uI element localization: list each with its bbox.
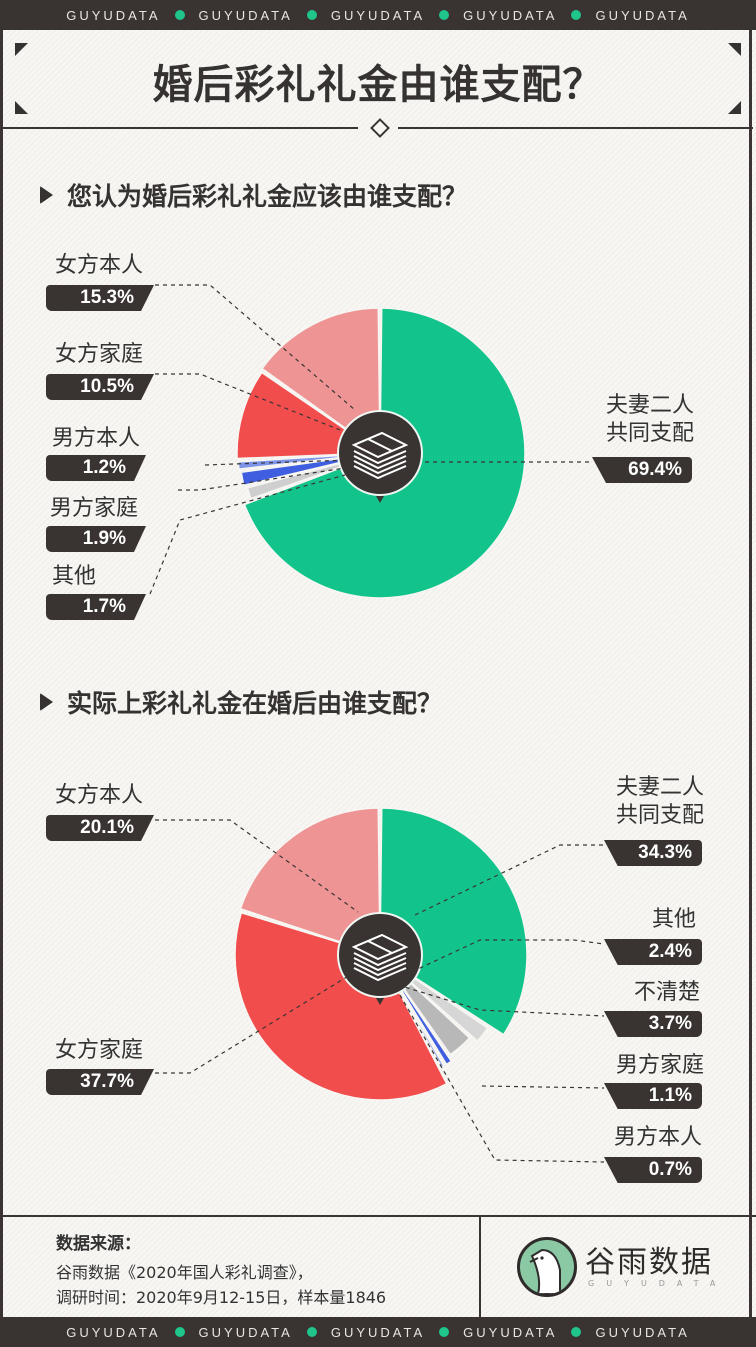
chart1-label-couple-line1: 夫妻二人 <box>605 393 694 418</box>
band-brand-text: GUYUDATA <box>198 1324 293 1340</box>
chart1-label-couple: 夫妻二人 共同支配 <box>590 392 694 448</box>
band-dot-icon <box>306 1327 317 1337</box>
chart1-value-female-family: 10.5% <box>46 374 154 400</box>
chart1-label-male-self: 男方本人 <box>52 426 141 451</box>
band-brand-text: GUYUDATA <box>66 1324 161 1340</box>
chart2-value-other: 2.4% <box>604 939 702 965</box>
top-brand-band: GUYUDATA GUYUDATA GUYUDATA GUYUDATA GUYUDATA <box>0 0 756 30</box>
chart2-value-male-self: 0.7% <box>604 1157 702 1183</box>
chart1-value-male-self: 1.2% <box>46 455 146 481</box>
bird-logo-icon <box>517 1237 577 1297</box>
brand-subtitle: GUYUDATA <box>588 1279 728 1288</box>
band-brand-text: GUYUDATA <box>463 7 558 23</box>
play-triangle-icon <box>40 693 53 711</box>
chart2-label-female-self: 女方本人 <box>55 783 144 808</box>
band-dot-icon <box>571 1327 582 1337</box>
chart2-value-unclear: 3.7% <box>604 1011 702 1037</box>
band-brand-text: GUYUDATA <box>595 7 690 23</box>
source-line-2: 调研时间：2020年9月12-15日，样本量1846 <box>56 1288 387 1307</box>
chart2-label-couple-line1: 夫妻二人 <box>615 775 704 800</box>
band-dot-icon <box>174 1327 185 1337</box>
chart2-label-couple-line2: 共同支配 <box>615 803 704 828</box>
chart2-value-female-family: 37.7% <box>46 1069 154 1095</box>
band-brand-text: GUYUDATA <box>198 7 293 23</box>
page-title: 婚后彩礼礼金由谁支配？ <box>152 62 604 108</box>
footer-source-panel: 数据来源： 谷雨数据《2020年国人彩礼调查》， 调研时间：2020年9月12-… <box>0 1215 756 1317</box>
chart1-value-male-family: 1.9% <box>46 526 146 552</box>
chart2-label-other: 其他 <box>651 907 696 932</box>
question-1-heading: 您认为婚后彩礼礼金应该由谁支配？ <box>40 177 467 213</box>
chart2-value-female-self: 20.1% <box>46 815 154 841</box>
page-frame <box>0 30 752 1317</box>
band-brand-text: GUYUDATA <box>66 7 161 23</box>
brand-name: 谷雨数据 <box>585 1245 713 1280</box>
question-2-heading: 实际上彩礼礼金在婚后由谁支配？ <box>40 684 442 720</box>
band-brand-text: GUYUDATA <box>463 1324 558 1340</box>
question-1-text: 您认为婚后彩礼礼金应该由谁支配？ <box>67 182 468 211</box>
footer-divider <box>479 1217 481 1317</box>
bottom-brand-band: GUYUDATA GUYUDATA GUYUDATA GUYUDATA GUYUDATA <box>0 1317 756 1347</box>
source-title: 数据来源： <box>56 1234 141 1254</box>
chart2-label-male-family: 男方家庭 <box>615 1053 704 1078</box>
chart1-label-female-family: 女方家庭 <box>55 342 144 367</box>
chart1-label-female-self: 女方本人 <box>55 253 144 278</box>
chart1-label-couple-line2: 共同支配 <box>605 421 694 446</box>
chart2-label-male-self: 男方本人 <box>613 1125 702 1150</box>
chart1-value-female-self: 15.3% <box>46 285 154 311</box>
chart2-label-unclear: 不清楚 <box>633 980 700 1005</box>
band-brand-text: GUYUDATA <box>330 1324 426 1340</box>
question-2-text: 实际上彩礼礼金在婚后由谁支配？ <box>67 689 443 718</box>
band-dot-icon <box>174 10 185 20</box>
band-dot-icon <box>439 1327 450 1337</box>
chart2-value-male-family: 1.1% <box>604 1083 702 1109</box>
chart2-label-female-family: 女方家庭 <box>55 1038 144 1063</box>
source-line-1: 谷雨数据《2020年国人彩礼调查》， <box>56 1263 313 1282</box>
play-triangle-icon <box>40 186 53 204</box>
chart1-value-other: 1.7% <box>46 594 146 620</box>
title-divider-left <box>3 127 358 129</box>
band-dot-icon <box>439 10 450 20</box>
chart1-label-other: 其他 <box>52 564 97 589</box>
title-divider-right <box>398 127 753 129</box>
chart1-label-male-family: 男方家庭 <box>50 496 139 521</box>
band-brand-text: GUYUDATA <box>330 7 426 23</box>
band-dot-icon <box>306 10 317 20</box>
chart2-label-couple: 夫妻二人 共同支配 <box>590 774 704 830</box>
band-dot-icon <box>571 10 582 20</box>
band-brand-text: GUYUDATA <box>595 1324 690 1340</box>
chart2-value-couple: 34.3% <box>604 840 702 866</box>
title-corner-marks <box>15 43 741 114</box>
chart1-value-couple: 69.4% <box>592 457 692 483</box>
